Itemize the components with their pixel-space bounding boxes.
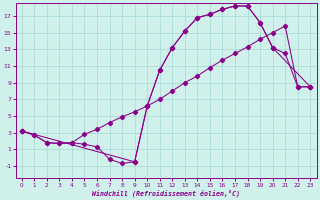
X-axis label: Windchill (Refroidissement éolien,°C): Windchill (Refroidissement éolien,°C)	[92, 189, 240, 197]
